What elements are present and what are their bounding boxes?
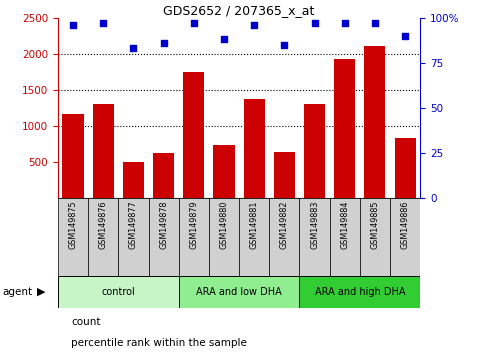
Bar	[364, 46, 385, 198]
Text: count: count	[71, 317, 100, 327]
Bar	[239, 198, 270, 276]
Point	[99, 20, 107, 26]
Text: GSM149883: GSM149883	[310, 201, 319, 249]
Point	[190, 20, 198, 26]
Bar	[390, 198, 420, 276]
Bar	[304, 104, 325, 198]
Title: GDS2652 / 207365_x_at: GDS2652 / 207365_x_at	[163, 4, 315, 17]
Text: GSM149880: GSM149880	[219, 201, 228, 249]
Bar	[179, 276, 299, 308]
Point	[129, 46, 137, 51]
Bar	[153, 154, 174, 198]
Bar	[360, 198, 390, 276]
Bar	[183, 72, 204, 198]
Text: GSM149885: GSM149885	[370, 201, 380, 249]
Bar	[88, 198, 118, 276]
Text: GSM149879: GSM149879	[189, 201, 199, 249]
Point	[250, 22, 258, 28]
Bar	[118, 198, 149, 276]
Bar	[123, 162, 144, 198]
Bar	[58, 276, 179, 308]
Point	[371, 20, 379, 26]
Text: ▶: ▶	[37, 287, 45, 297]
Point	[160, 40, 168, 46]
Point	[69, 22, 77, 28]
Bar	[149, 198, 179, 276]
Text: control: control	[101, 287, 135, 297]
Text: GSM149886: GSM149886	[400, 201, 410, 249]
Bar	[58, 198, 88, 276]
Text: GSM149884: GSM149884	[340, 201, 349, 249]
Bar	[213, 145, 235, 198]
Text: agent: agent	[2, 287, 32, 297]
Bar	[274, 152, 295, 198]
Bar	[243, 98, 265, 198]
Bar	[395, 138, 416, 198]
Text: GSM149875: GSM149875	[69, 201, 78, 249]
Text: GSM149877: GSM149877	[129, 201, 138, 249]
Text: GSM149878: GSM149878	[159, 201, 168, 249]
Text: GSM149881: GSM149881	[250, 201, 259, 249]
Point	[220, 36, 228, 42]
Text: ARA and high DHA: ARA and high DHA	[314, 287, 405, 297]
Point	[311, 20, 318, 26]
Bar	[299, 276, 420, 308]
Bar	[93, 104, 114, 198]
Bar	[299, 198, 330, 276]
Text: ARA and low DHA: ARA and low DHA	[196, 287, 282, 297]
Text: GSM149882: GSM149882	[280, 201, 289, 249]
Bar	[334, 59, 355, 198]
Bar	[209, 198, 239, 276]
Point	[341, 20, 349, 26]
Bar	[179, 198, 209, 276]
Text: GSM149876: GSM149876	[99, 201, 108, 249]
Text: percentile rank within the sample: percentile rank within the sample	[71, 338, 247, 348]
Bar	[330, 198, 360, 276]
Point	[401, 33, 409, 39]
Point	[281, 42, 288, 47]
Bar	[270, 198, 299, 276]
Bar	[62, 114, 84, 198]
